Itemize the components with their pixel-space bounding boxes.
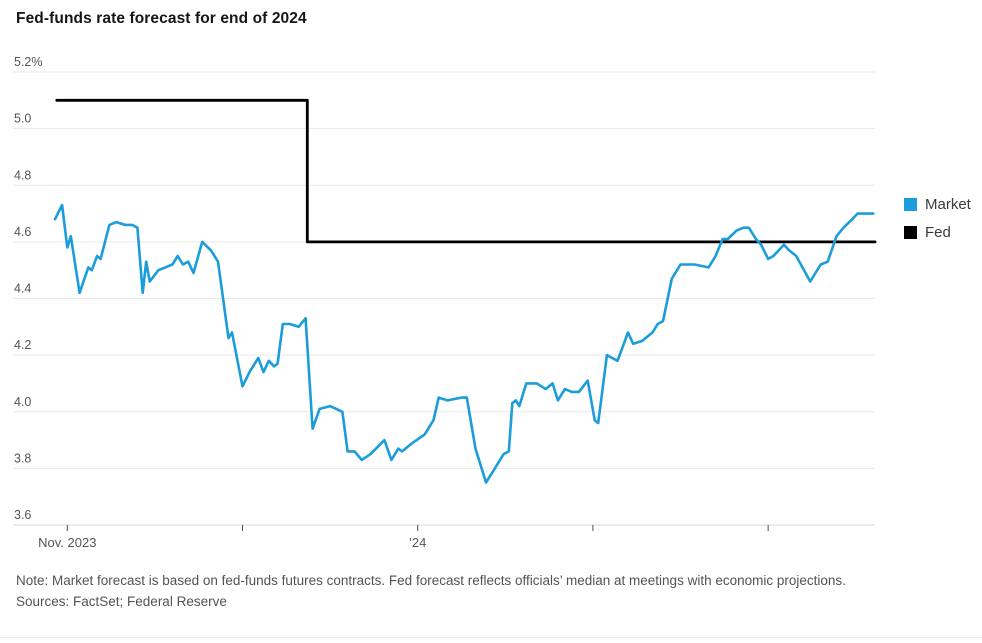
fed-swatch-icon	[904, 226, 917, 239]
x-tick-label: Nov. 2023	[38, 535, 96, 550]
chart-legend: Market Fed	[904, 196, 971, 241]
y-tick-label: 5.0	[14, 112, 31, 126]
bottom-divider	[0, 637, 982, 638]
note-text: Note: Market forecast is based on fed-fu…	[16, 573, 846, 588]
x-tick-label: ’24	[409, 535, 426, 550]
y-tick-label: 4.0	[14, 395, 31, 409]
y-tick-label: 4.2	[14, 338, 31, 352]
legend-label-market: Market	[925, 196, 971, 213]
legend-item-fed: Fed	[904, 224, 971, 241]
legend-item-market: Market	[904, 196, 971, 213]
sources-text: Sources: FactSet; Federal Reserve	[16, 594, 227, 609]
series-line-fed	[55, 98, 877, 244]
fed-funds-forecast-chart: 5.2% 5.0 4.8 4.6 4.4 4.2 4.0 3.8 3.6 Nov. 2023 ’24	[13, 55, 877, 550]
chart-footer: Note: Market forecast is based on fed-fu…	[16, 570, 921, 612]
legend-label-fed: Fed	[925, 224, 951, 241]
series-line-market	[53, 203, 875, 484]
y-tick-label: 3.6	[14, 508, 31, 522]
page-title: Fed-funds rate forecast for end of 2024	[16, 10, 307, 27]
y-tick-label: 4.4	[14, 282, 31, 296]
market-swatch-icon	[904, 198, 917, 211]
y-tick-label: 4.8	[14, 168, 31, 182]
y-tick-label: 5.2%	[14, 55, 43, 69]
y-tick-label: 4.6	[14, 225, 31, 239]
y-tick-label: 3.8	[14, 451, 31, 465]
